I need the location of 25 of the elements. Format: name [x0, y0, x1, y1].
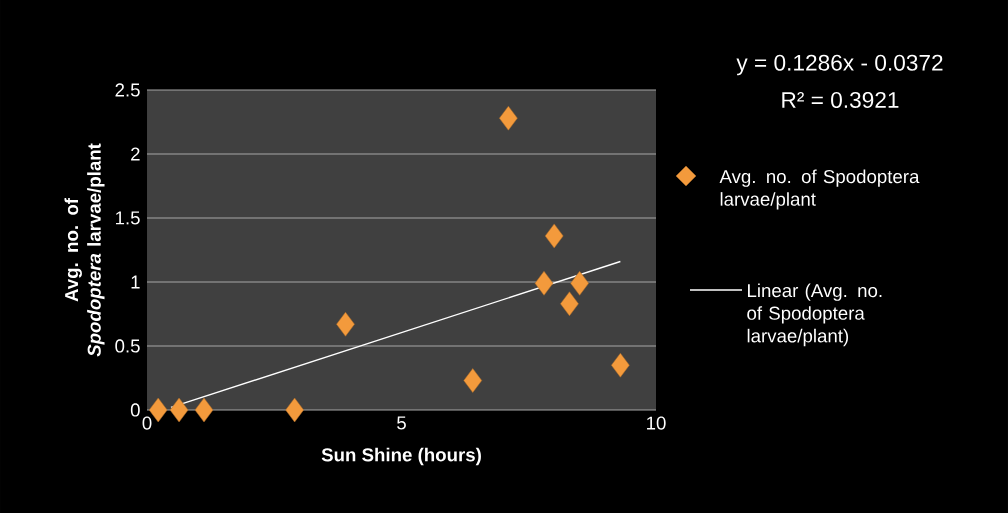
point: [169, 397, 189, 423]
y-tick-label: 2.5: [115, 83, 140, 97]
point: [194, 397, 214, 423]
y-tick-label: 0: [130, 403, 140, 417]
x-axis-title: Sun Shine (hours): [321, 447, 481, 466]
point: [534, 271, 554, 296]
point: [499, 105, 518, 131]
point: [560, 291, 579, 317]
x-tick-label: 10: [647, 416, 666, 430]
x-tick-label: 0: [142, 416, 152, 430]
point: [611, 352, 630, 378]
point: [285, 397, 304, 423]
y-tick-label: 1.5: [115, 211, 140, 225]
point: [336, 311, 355, 337]
legend-label: Avg. no. of Spodoptera larvae/plant: [719, 169, 920, 210]
y-tick-label: 2: [131, 147, 140, 161]
y-tick-label: 1: [131, 275, 140, 289]
text: R² = 0.3921: [782, 91, 899, 109]
x-tick-label: 5: [397, 416, 406, 430]
y-tick-label: 0.5: [115, 339, 140, 353]
legend-label: Linear (Avg. no. of Spodoptera larvae/plant): [747, 283, 882, 347]
point: [570, 271, 589, 296]
point: [544, 223, 564, 249]
text: y = 0.1286x - 0.0372: [736, 54, 943, 76]
point: [463, 368, 483, 393]
